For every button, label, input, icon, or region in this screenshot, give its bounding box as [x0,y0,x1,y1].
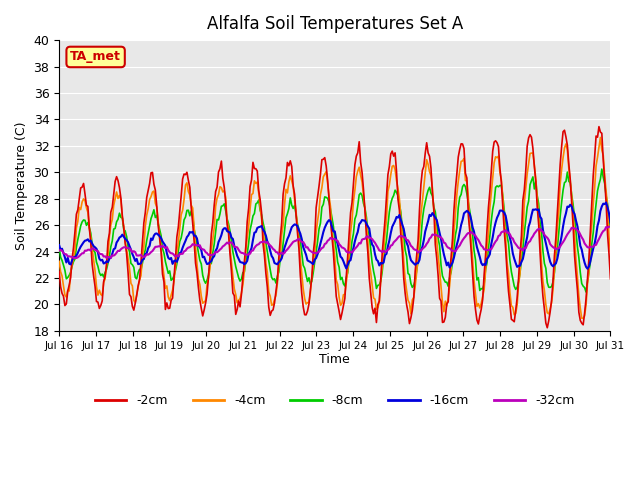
X-axis label: Time: Time [319,353,350,366]
Title: Alfalfa Soil Temperatures Set A: Alfalfa Soil Temperatures Set A [207,15,463,33]
Legend: -2cm, -4cm, -8cm, -16cm, -32cm: -2cm, -4cm, -8cm, -16cm, -32cm [90,389,580,412]
Text: TA_met: TA_met [70,50,121,63]
Y-axis label: Soil Temperature (C): Soil Temperature (C) [15,121,28,250]
